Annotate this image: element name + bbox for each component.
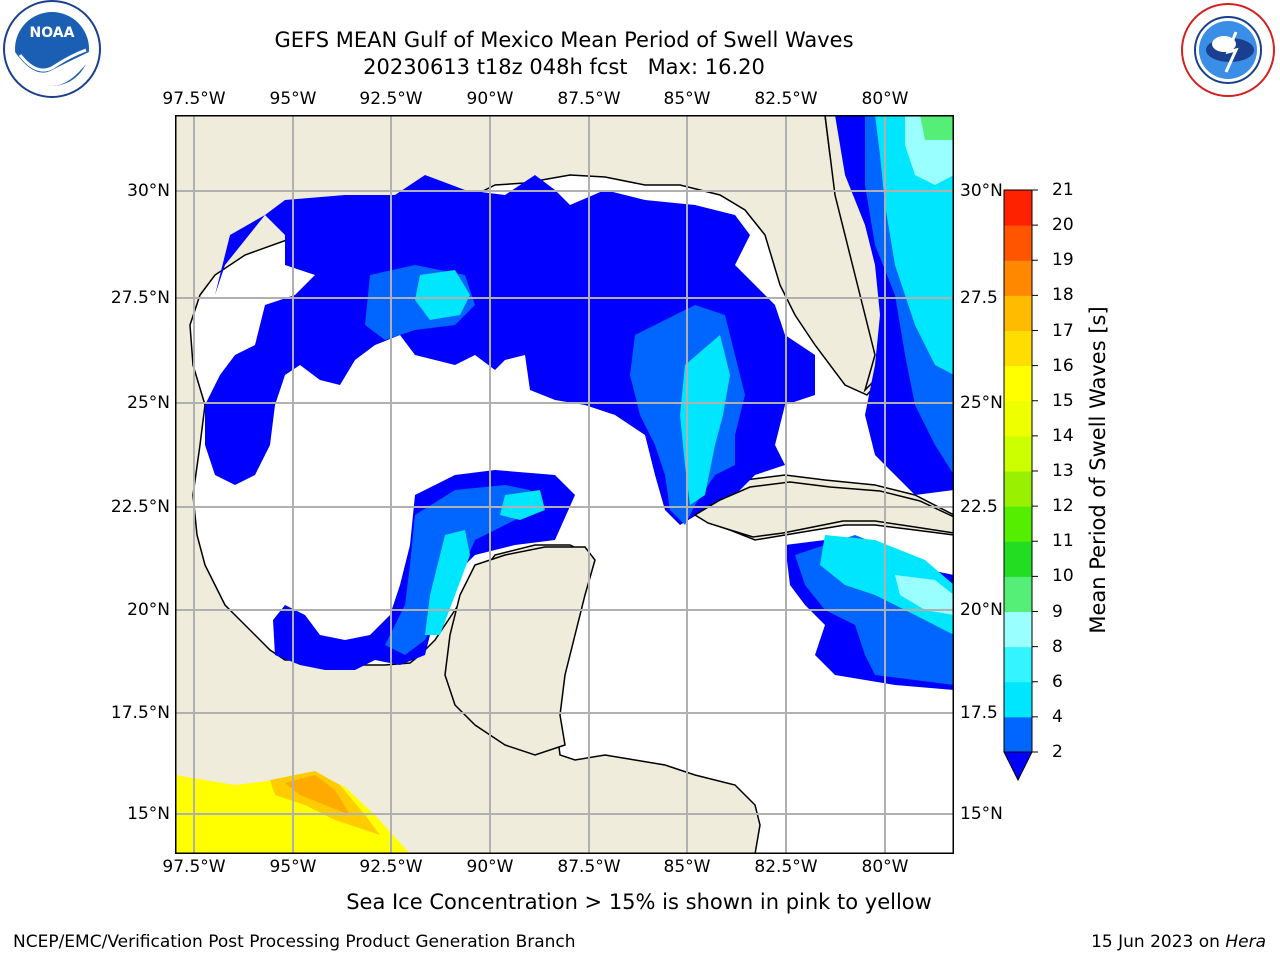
- lon-label-bottom: 95°W: [269, 857, 317, 877]
- colorbar-band: [1004, 576, 1032, 612]
- lon-label-bottom: 92.5°W: [359, 857, 423, 877]
- land-overlay: [693, 481, 954, 538]
- map-gridlines: [175, 115, 954, 854]
- colorbar-band: [1004, 681, 1032, 718]
- gulf-of-mexico-map: [175, 115, 954, 854]
- colorbar-extend-arrow: [1003, 751, 1033, 782]
- colorbar-label: Mean Period of Swell Waves [s]: [1086, 306, 1110, 634]
- lat-label-left: 25°N: [127, 393, 170, 413]
- colorbar-band: [1004, 190, 1032, 226]
- swell-field-pale: [895, 115, 954, 615]
- chart-title: GEFS MEAN Gulf of Mexico Mean Period of …: [274, 28, 854, 52]
- lon-label-bottom: 82.5°W: [754, 857, 818, 877]
- colorbar-tick-label: 4: [1052, 706, 1063, 727]
- colorbar-band: [1004, 260, 1032, 296]
- colorbar-tick-label: 21: [1052, 180, 1074, 200]
- lat-label-left: 30°N: [127, 181, 170, 201]
- footer-credit: NCEP/EMC/Verification Post Processing Pr…: [13, 932, 576, 952]
- caption: Sea Ice Concentration > 15% is shown in …: [346, 890, 932, 914]
- lon-label-top: 82.5°W: [754, 89, 818, 109]
- lat-label-right: 20°N: [960, 600, 1003, 620]
- map-frame: [175, 115, 954, 854]
- colorbar-band: [1004, 330, 1032, 367]
- colorbar-band: [1004, 716, 1032, 753]
- lon-label-top: 97.5°W: [162, 89, 226, 109]
- colorbar-tick-label: 9: [1052, 601, 1063, 622]
- lon-label-top: 92.5°W: [359, 89, 423, 109]
- colorbar-tick-label: 2: [1052, 742, 1063, 762]
- colorbar-band: [1004, 400, 1032, 437]
- colorbar-band: [1004, 541, 1032, 577]
- colorbar-tick-label: 6: [1052, 671, 1063, 692]
- colorbar-band: [1004, 295, 1032, 331]
- svg-text:NOAA: NOAA: [30, 25, 75, 41]
- colorbar-tick-label: 8: [1052, 636, 1063, 657]
- nws-logo-icon: [1181, 3, 1275, 97]
- colorbar-band: [1004, 225, 1032, 261]
- colorbar-band: [1004, 365, 1032, 402]
- colorbar-tick-label: 11: [1052, 531, 1074, 552]
- colorbar-tick-label: 16: [1052, 355, 1074, 376]
- colorbar-band: [1004, 435, 1032, 472]
- lat-label-right: 22.5: [960, 497, 998, 517]
- colorbar-tick-label: 19: [1052, 250, 1074, 271]
- colorbar-band: [1004, 471, 1032, 507]
- lat-label-left: 27.5°N: [110, 288, 170, 308]
- lon-label-top: 87.5°W: [557, 89, 621, 109]
- lat-label-right: 25°N: [960, 393, 1003, 413]
- lat-label-left: 20°N: [127, 600, 170, 620]
- lon-label-bottom: 85°W: [663, 857, 711, 877]
- lon-label-top: 85°W: [663, 89, 711, 109]
- noaa-logo-icon: NOAA: [3, 0, 101, 98]
- colorbar-band: [1004, 506, 1032, 542]
- colorbar-band: [1004, 646, 1032, 683]
- colorbar-band: [1004, 611, 1032, 648]
- lat-label-right: 15°N: [960, 804, 1003, 824]
- footer-date: 15 Jun 2023 on Hera: [1091, 932, 1266, 952]
- lat-label-left: 15°N: [127, 804, 170, 824]
- chart-subtitle: 20230613 t18z 048h fcst Max: 16.20: [363, 55, 765, 79]
- lat-label-left: 17.5°N: [110, 703, 170, 723]
- colorbar-tick-label: 12: [1052, 496, 1074, 517]
- yucatan-land: [444, 546, 596, 756]
- lat-label-right: 30°N: [960, 181, 1003, 201]
- colorbar-tick-label: 15: [1052, 390, 1074, 411]
- lon-label-bottom: 87.5°W: [557, 857, 621, 877]
- colorbar-tick-label: 14: [1052, 425, 1074, 446]
- lat-label-left: 22.5°N: [110, 497, 170, 517]
- footer-host: Hera: [1225, 932, 1266, 952]
- colorbar-tick-label: 20: [1052, 215, 1074, 236]
- lat-label-right: 17.5: [960, 703, 998, 723]
- colorbar: [1003, 189, 1038, 782]
- lon-label-top: 95°W: [269, 89, 317, 109]
- lat-label-right: 27.5: [960, 288, 998, 308]
- colorbar-tick-label: 10: [1052, 566, 1074, 587]
- colorbar-tick-label: 18: [1052, 285, 1074, 306]
- lon-label-bottom: 90°W: [466, 857, 514, 877]
- colorbar-tick-label: 13: [1052, 461, 1074, 481]
- colorbar-tick-label: 17: [1052, 320, 1074, 341]
- footer-date-text: 15 Jun 2023 on: [1091, 932, 1226, 952]
- lon-label-bottom: 80°W: [861, 857, 909, 877]
- lon-label-bottom: 97.5°W: [162, 857, 226, 877]
- lon-label-top: 90°W: [466, 89, 514, 109]
- lon-label-top: 80°W: [861, 89, 909, 109]
